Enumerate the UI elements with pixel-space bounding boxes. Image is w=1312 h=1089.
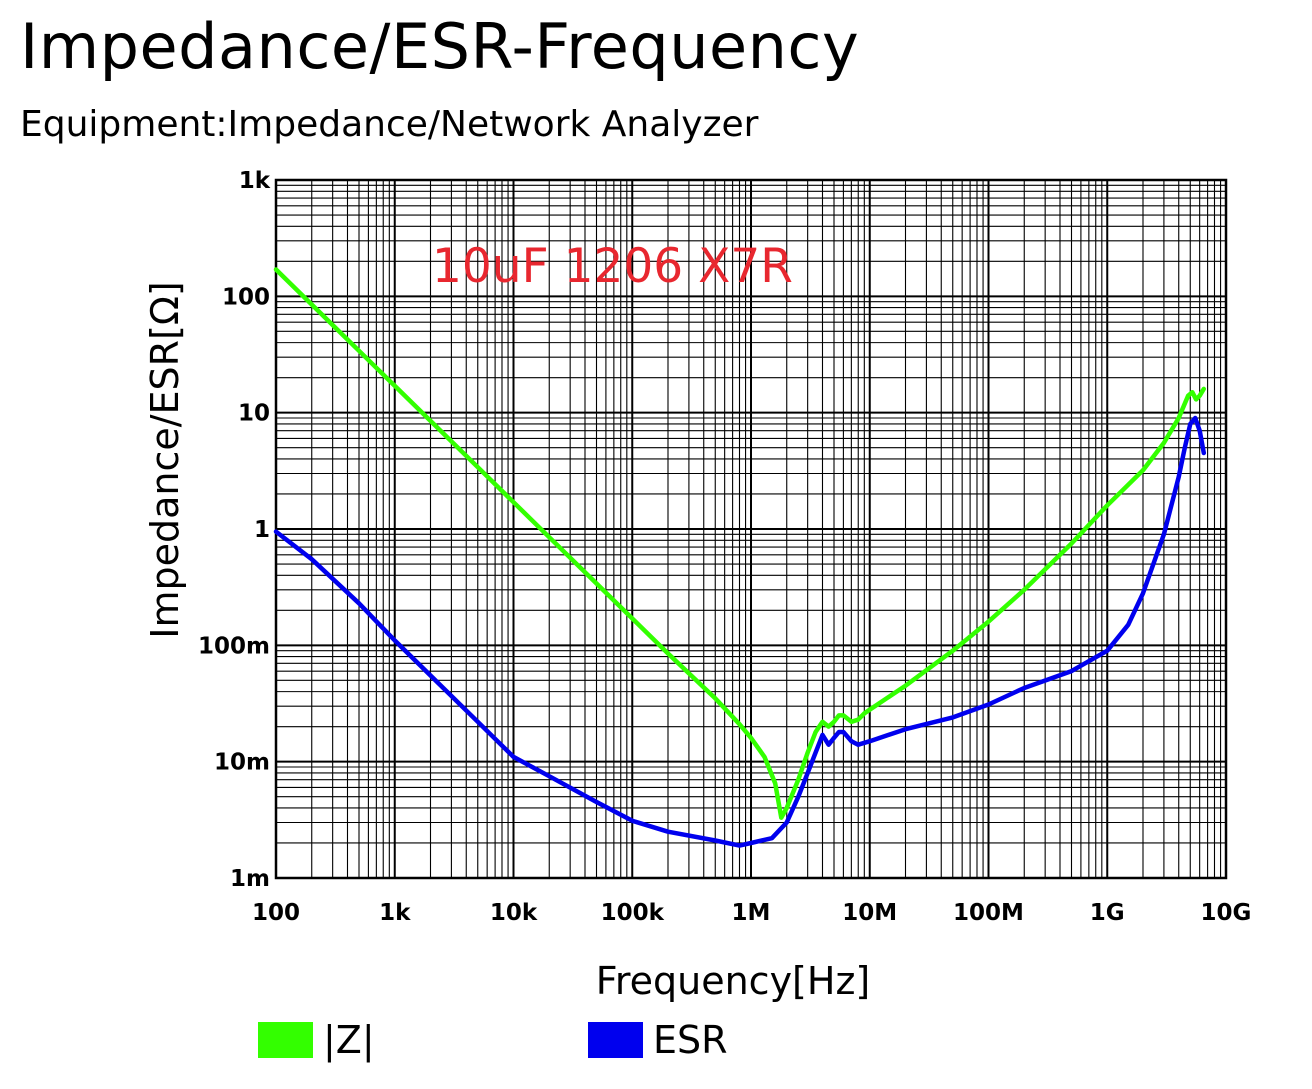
y-tick-label: 100m bbox=[198, 633, 270, 659]
legend-swatch-z bbox=[258, 1022, 313, 1058]
series-line-z bbox=[273, 267, 1207, 820]
page-subtitle: Equipment:Impedance/Network Analyzer bbox=[20, 104, 759, 145]
x-tick-label: 100M bbox=[953, 900, 1024, 926]
chart-annotation: 10uF 1206 X7R bbox=[432, 239, 793, 294]
y-tick-label: 1m bbox=[230, 866, 270, 892]
legend-label-z: |Z| bbox=[323, 1018, 375, 1062]
y-tick-label: 1k bbox=[239, 168, 271, 194]
chart-series bbox=[273, 267, 1207, 848]
legend-label-esr: ESR bbox=[653, 1018, 728, 1062]
x-tick-labels: 100 1k 10k 100k 1M 10M 100M 1G 10G bbox=[252, 900, 1251, 926]
x-tick-label: 10M bbox=[842, 900, 897, 926]
y-tick-label: 100 bbox=[222, 284, 270, 310]
x-tick-label: 1k bbox=[379, 900, 411, 926]
page-title: Impedance/ESR-Frequency bbox=[20, 10, 860, 83]
y-tick-label: 10m bbox=[214, 750, 270, 776]
x-axis-label: Frequency[Hz] bbox=[596, 959, 870, 1003]
legend-item-esr: ESR bbox=[588, 1018, 728, 1062]
y-tick-label: 10 bbox=[238, 401, 270, 427]
x-tick-label: 10G bbox=[1201, 900, 1252, 926]
x-tick-label: 1G bbox=[1090, 900, 1125, 926]
series-line-esr bbox=[273, 415, 1207, 848]
legend-item-z: |Z| bbox=[258, 1018, 375, 1062]
y-axis-label: Impedance/ESR[Ω] bbox=[143, 281, 187, 639]
legend-swatch-esr bbox=[588, 1022, 643, 1058]
y-tick-label: 1 bbox=[254, 517, 270, 543]
x-tick-label: 10k bbox=[490, 900, 538, 926]
chart-grid bbox=[275, 180, 1226, 879]
x-tick-label: 100k bbox=[601, 900, 665, 926]
y-tick-labels: 1k 100 10 1 100m 10m 1m bbox=[198, 168, 271, 892]
x-tick-label: 100 bbox=[252, 900, 300, 926]
x-tick-label: 1M bbox=[732, 900, 771, 926]
plot-frame bbox=[274, 178, 1228, 880]
